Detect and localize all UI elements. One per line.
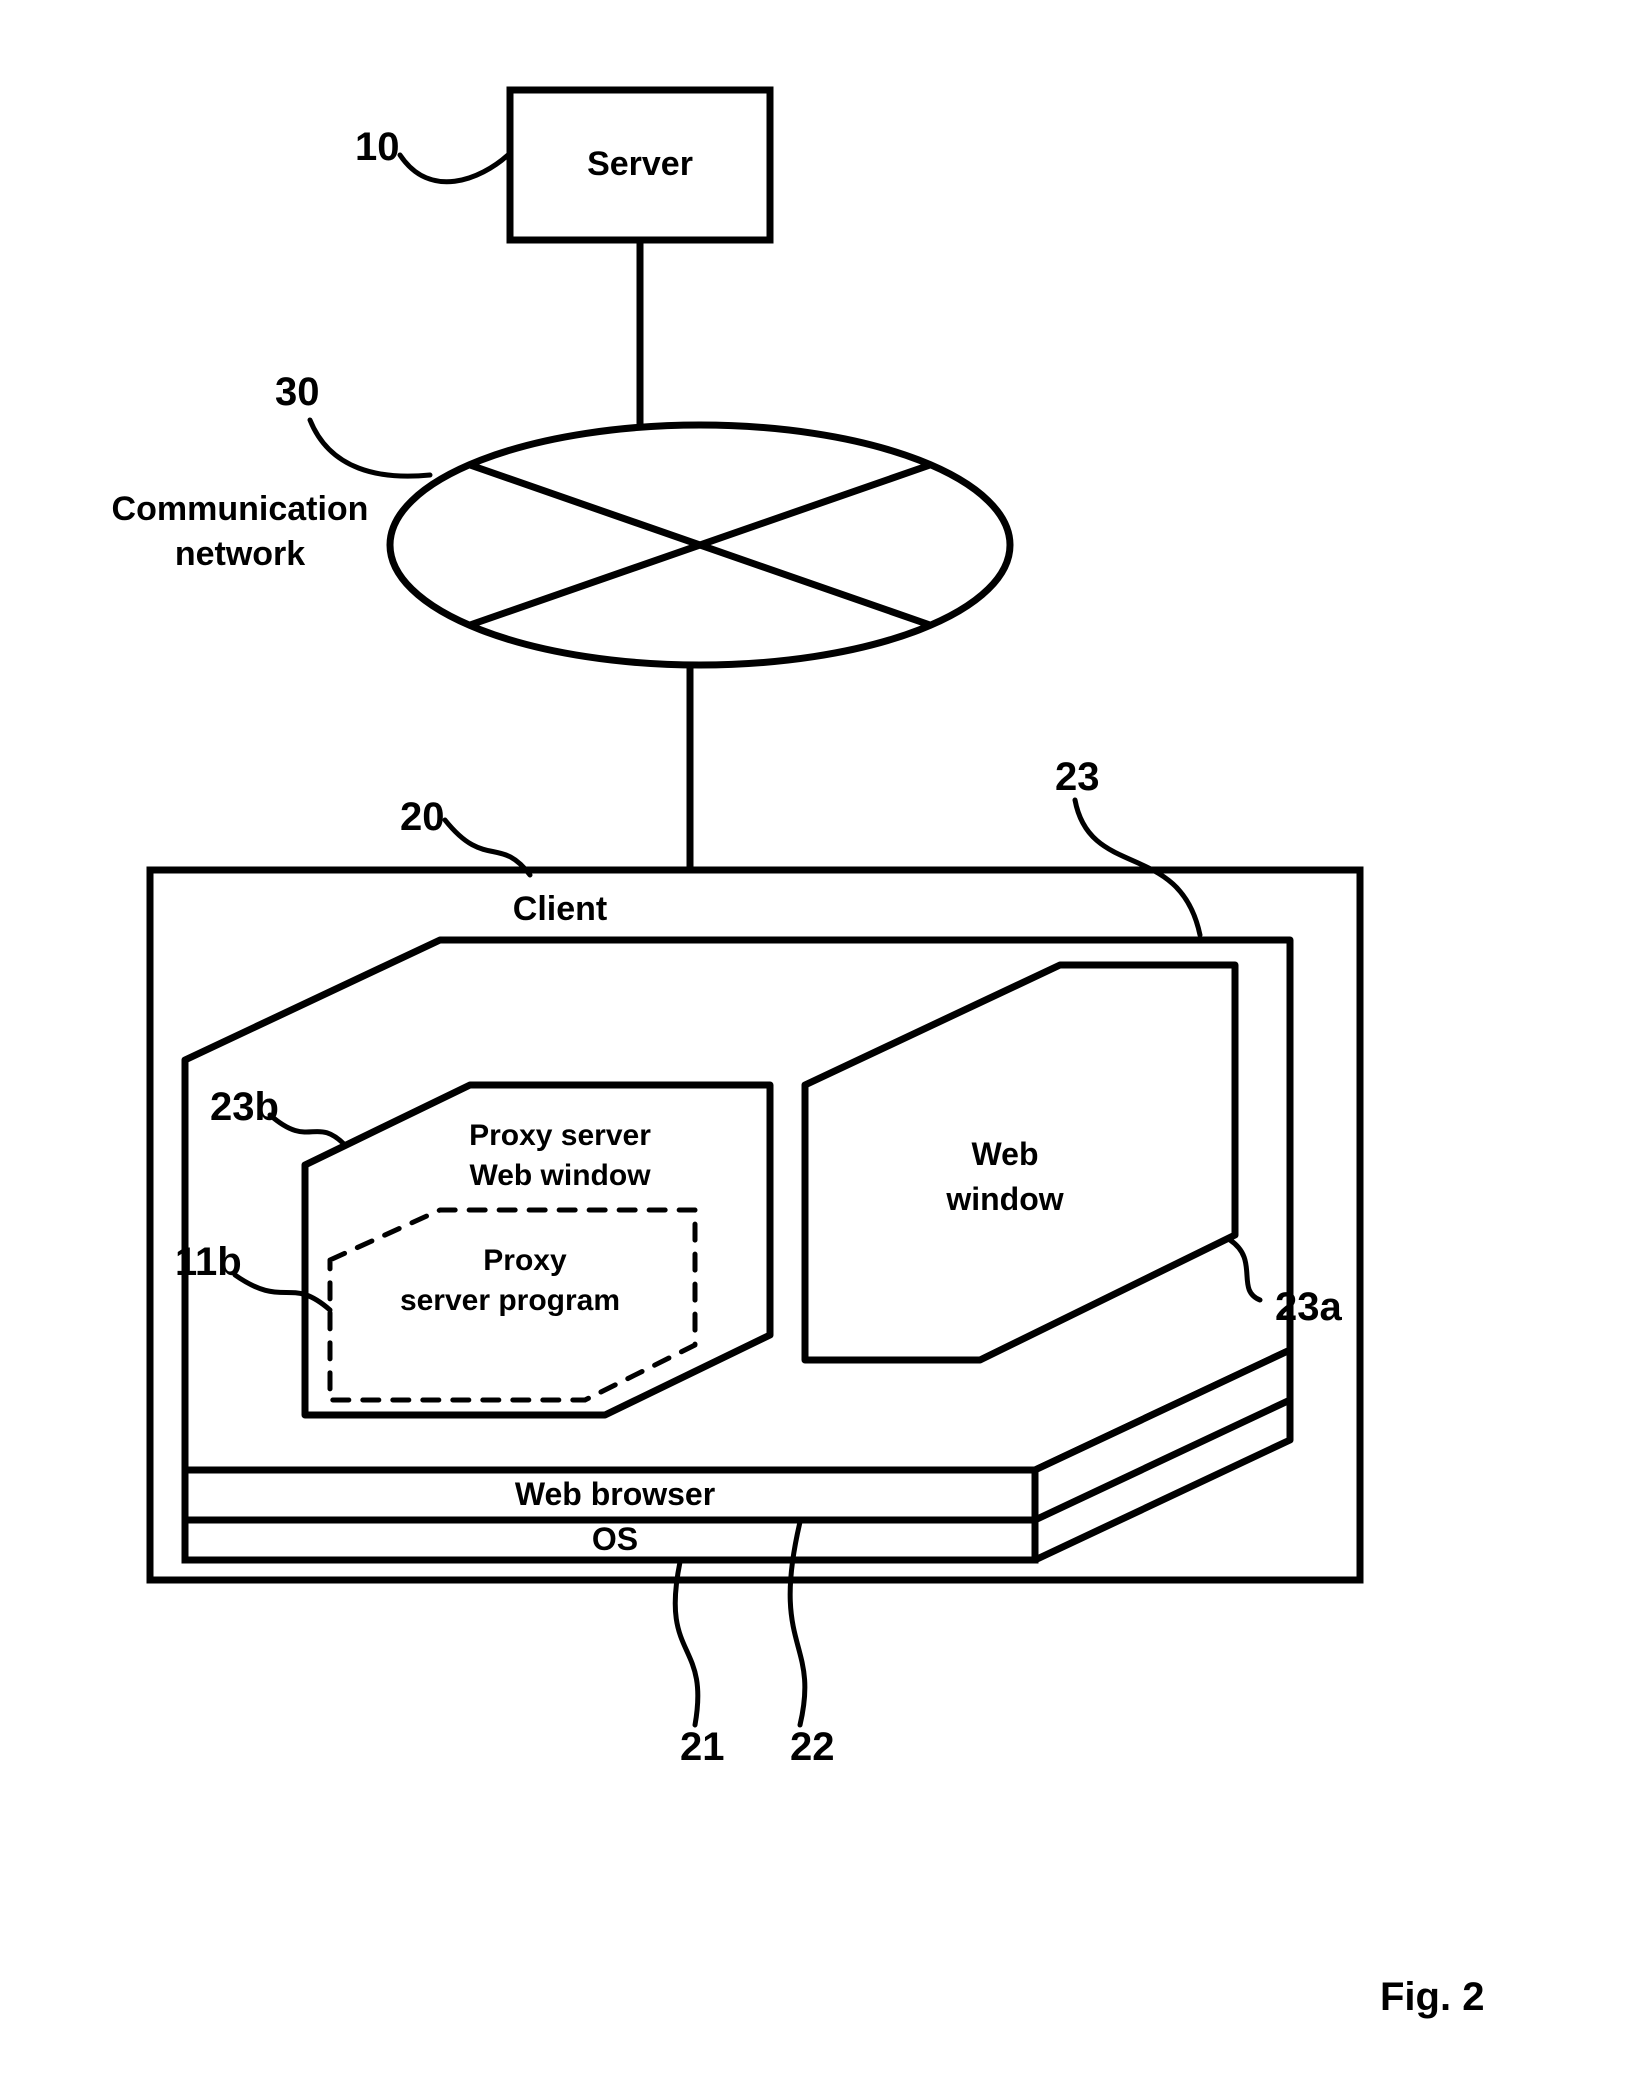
proxy-window-label-1: Proxy server [469, 1119, 651, 1152]
proxy-program-label-1: Proxy [483, 1244, 567, 1277]
svg-text:23a: 23a [1275, 1285, 1342, 1329]
figure-2-diagram: Server 10 30 Communication network Client 20 We… [0, 0, 1627, 2085]
svg-text:30: 30 [275, 370, 320, 414]
svg-text:10: 10 [355, 125, 400, 169]
proxy-window-label-2: Web window [469, 1159, 651, 1192]
network-label-1: Communication [112, 490, 369, 528]
client-label: Client [513, 890, 607, 928]
svg-text:11b: 11b [175, 1240, 242, 1284]
server-label: Server [587, 145, 693, 183]
figure-caption: Fig. 2 [1380, 1975, 1484, 2019]
os-label: OS [592, 1521, 638, 1557]
network-label-2: network [175, 535, 305, 573]
web-window-label-2: window [945, 1181, 1063, 1217]
proxy-program-label-2: server program [400, 1284, 620, 1317]
web-browser-label: Web browser [515, 1476, 715, 1512]
svg-text:22: 22 [790, 1725, 835, 1769]
svg-text:23b: 23b [210, 1085, 279, 1129]
svg-text:21: 21 [680, 1725, 725, 1769]
web-window-label-1: Web [972, 1136, 1039, 1172]
svg-text:23: 23 [1055, 755, 1100, 799]
svg-text:20: 20 [400, 795, 445, 839]
